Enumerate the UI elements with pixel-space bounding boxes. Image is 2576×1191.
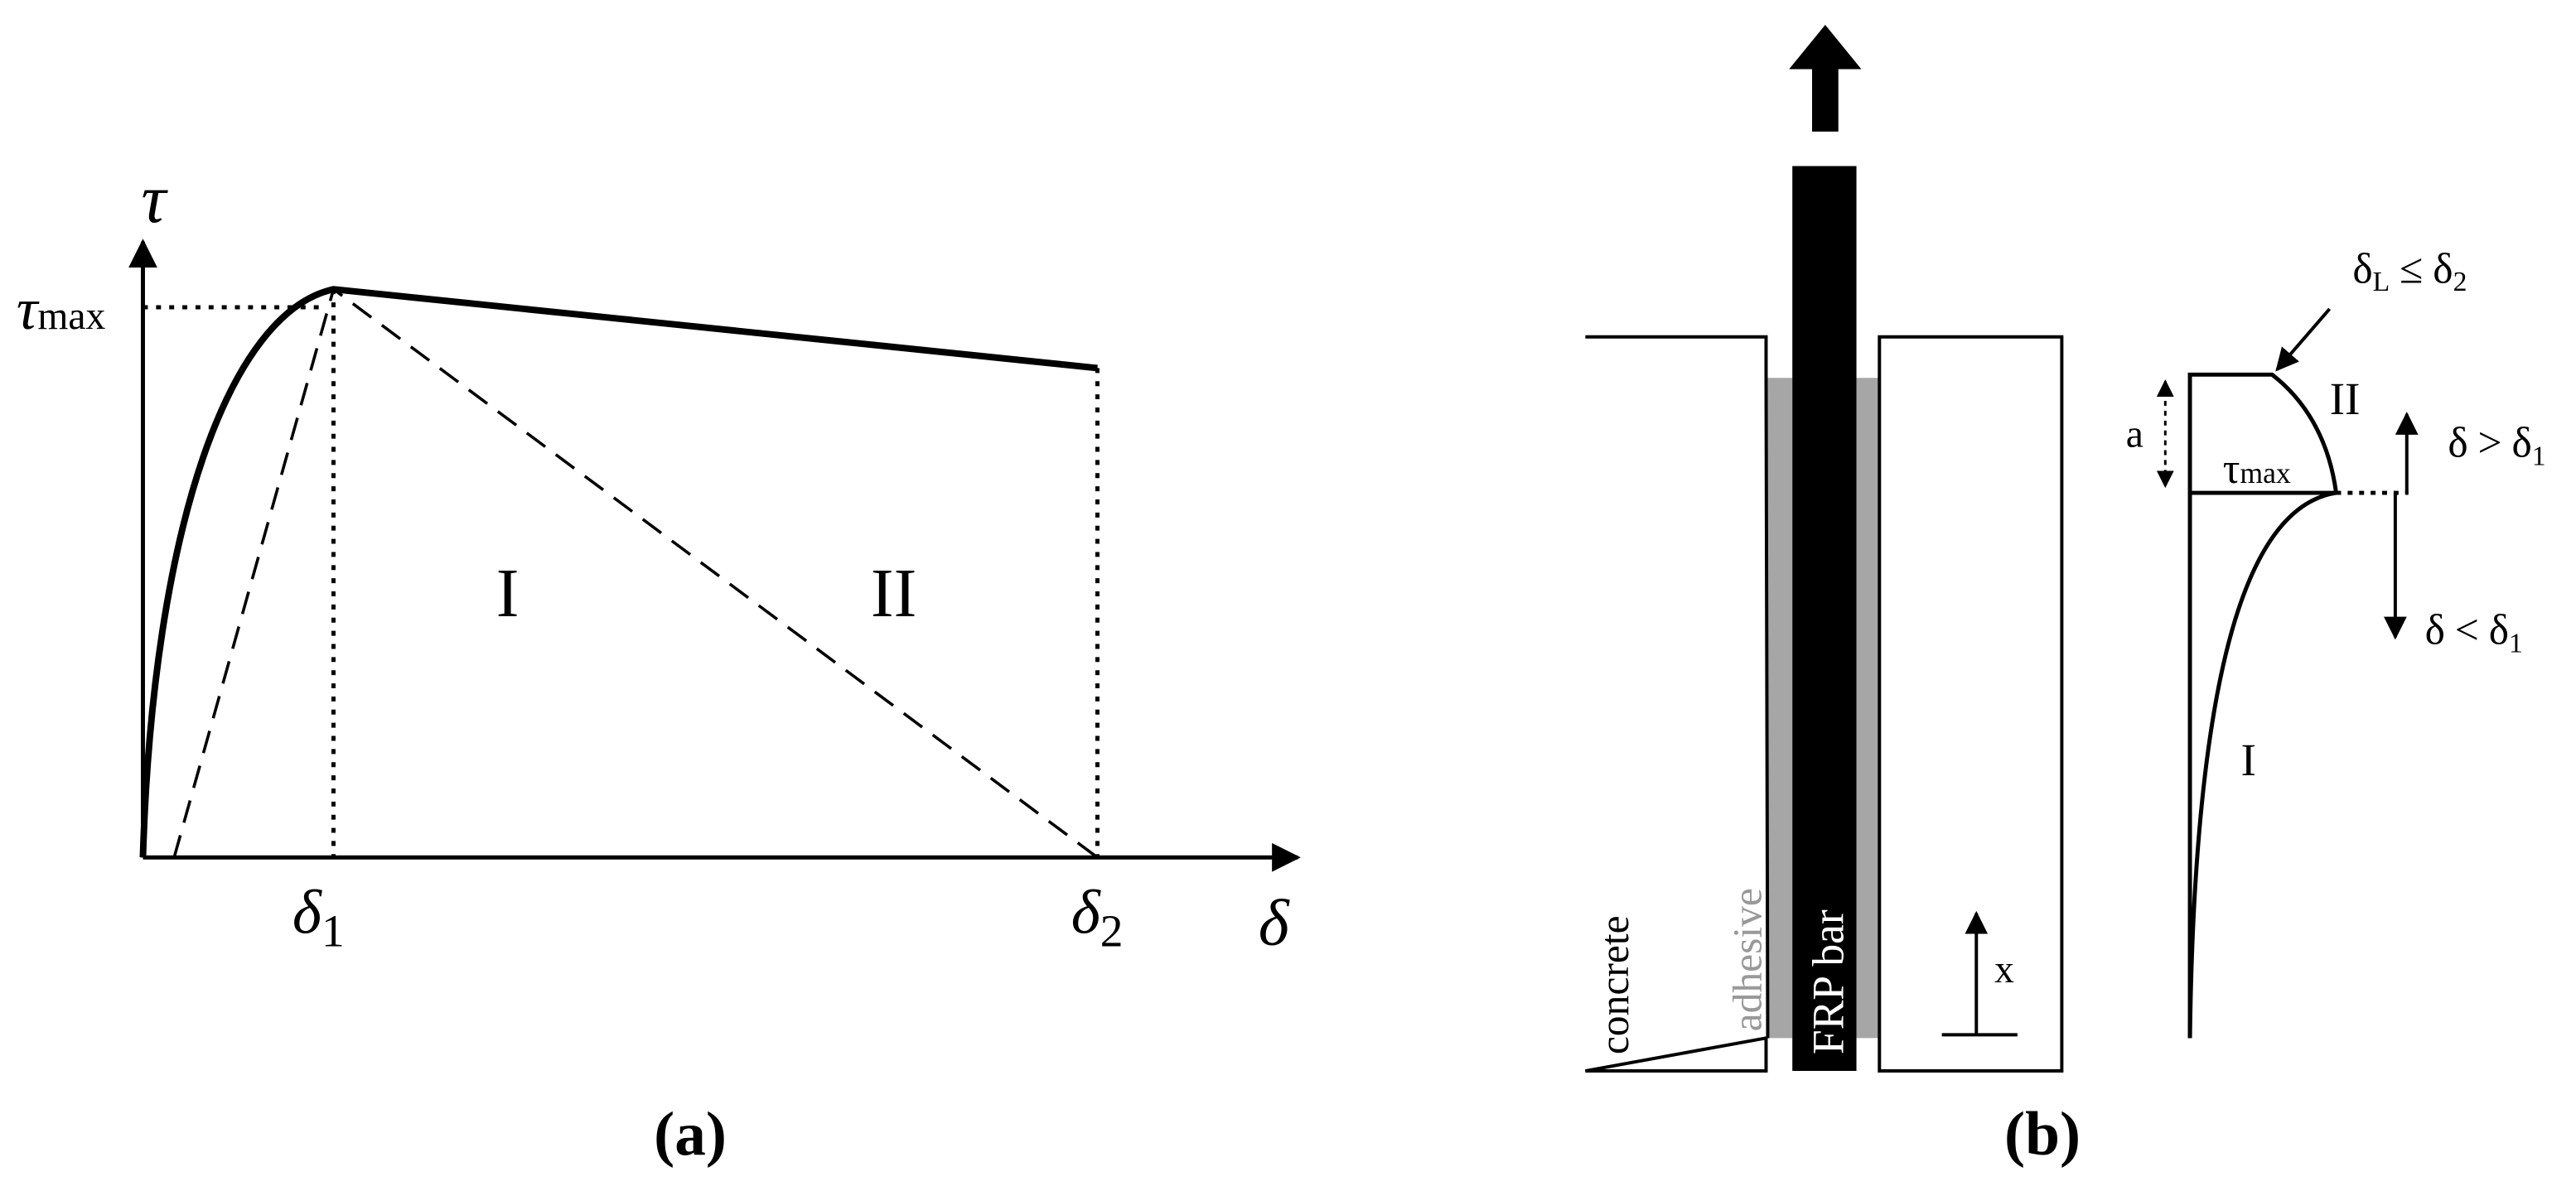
caption: (a) [654, 1100, 727, 1169]
concrete-label: concrete [1592, 915, 1637, 1054]
relation: > [2478, 419, 2502, 466]
bar-label: FRP bar [1804, 909, 1853, 1054]
tau-max-label: τmax [17, 277, 106, 342]
panel-a [128, 239, 1301, 872]
symbol: δ [292, 878, 323, 947]
pull-arrow [1789, 24, 1862, 132]
region-label: II [871, 556, 916, 632]
symbol: δ [1071, 878, 1102, 947]
stress-profile [2187, 372, 2339, 1039]
delta1-label: δ1 [292, 878, 345, 957]
symbol: δ [2489, 606, 2509, 653]
bond-slip-curve [139, 286, 1098, 858]
symbol: τ [2223, 446, 2240, 493]
lower-label: δ < δ1 [2425, 606, 2523, 658]
stress-curve [2187, 490, 2337, 1039]
relation: < [2455, 606, 2479, 653]
region-label: II [2330, 374, 2361, 425]
symbol: δ [2433, 245, 2453, 292]
region-label: I [2241, 735, 2256, 786]
x-label: δ [1259, 886, 1290, 959]
symbol: δ [2425, 606, 2445, 653]
concrete-block [1878, 335, 2064, 1073]
subscript: 1 [321, 906, 345, 957]
adhesive-label: adhesive [1725, 888, 1771, 1031]
y-label: τ [142, 162, 169, 238]
x-label: x [1994, 948, 2014, 991]
subscript: 1 [2509, 628, 2523, 658]
annotation-arrow [2275, 307, 2332, 372]
dotted-guides [143, 289, 1100, 858]
delta2-label: δ2 [1071, 878, 1124, 957]
a-label: a [2126, 413, 2143, 456]
dashed-lines [172, 287, 1099, 859]
caption: (b) [2004, 1100, 2081, 1169]
subscript: max [2240, 456, 2291, 489]
subscript: L [2373, 267, 2390, 297]
tau-max-label: τmax [2223, 446, 2291, 493]
annotation: δL ≤ δ2 [2352, 245, 2467, 297]
symbol: δ [2448, 419, 2467, 466]
adhesive [1856, 378, 1880, 1039]
subscript: 1 [2532, 441, 2546, 471]
concrete-block [1585, 335, 1770, 1073]
frp-bar [1792, 166, 1857, 1072]
upper-label: δ > δ1 [2448, 419, 2545, 471]
subscript: 2 [2453, 267, 2467, 297]
relation: ≤ [2400, 245, 2423, 292]
adhesive [1767, 378, 1793, 1039]
subscript: 2 [1100, 906, 1124, 957]
symbol: δ [2512, 419, 2532, 466]
subscript: max [37, 295, 105, 338]
panel-b [1585, 24, 2419, 1073]
symbol: τ [17, 277, 40, 342]
region-label: I [496, 556, 520, 632]
symbol: δ [2352, 245, 2372, 292]
